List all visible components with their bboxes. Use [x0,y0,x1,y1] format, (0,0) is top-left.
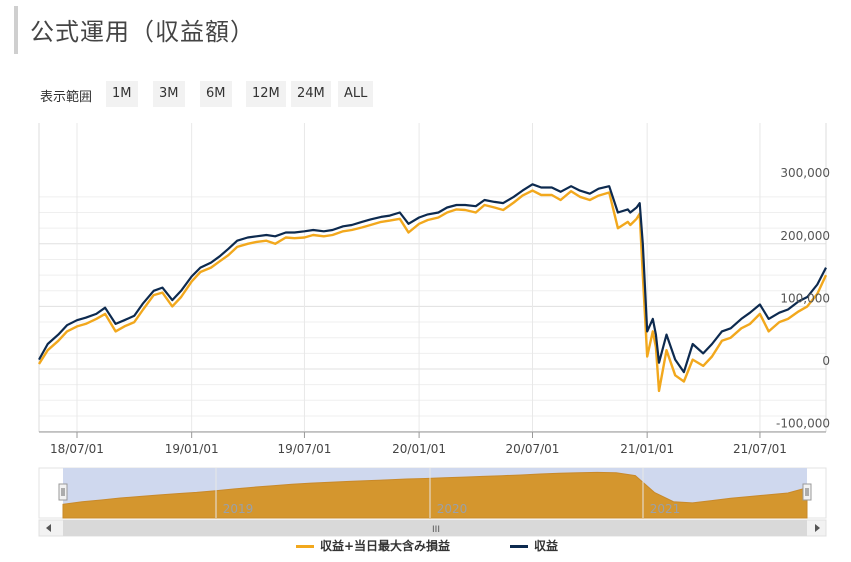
navigator-year-label: 2020 [437,502,468,516]
navigator-year-label: 2021 [650,502,681,516]
x-tick-label: 19/01/01 [165,442,219,456]
y-tick-label: -100,000 [776,417,830,431]
scrollbar-thumb[interactable] [63,520,807,536]
legend-label: 収益+当日最大含み損益 [320,539,451,553]
chart-grid [38,123,827,433]
x-tick-label: 21/07/01 [733,442,787,456]
y-tick-label: 100,000 [780,291,830,305]
legend-item-income-plus-loss[interactable]: 収益+当日最大含み損益 [296,537,450,554]
page-title: 公式運用（収益額） [30,18,255,46]
range-button-12m[interactable]: 12M [246,81,286,107]
range-button-all[interactable]: ALL [338,81,374,107]
x-tick-label: 18/07/01 [50,442,104,456]
y-tick-label: 200,000 [780,229,830,243]
navigator-area [62,471,808,519]
scrollbar-grip: III [432,525,440,535]
legend-swatch-orange [296,545,314,548]
plot-area [37,183,828,393]
x-tick-label: 20/01/01 [392,442,446,456]
legend-label: 収益 [534,539,559,553]
x-tick-label: 21/01/01 [620,442,674,456]
scroll-right-arrow-icon[interactable] [815,524,820,532]
y-tick-label: 0 [822,354,830,368]
range-button-24m[interactable]: 24M [291,81,331,107]
range-button-6m[interactable]: 6M [200,81,232,107]
x-tick-label: 20/07/01 [506,442,560,456]
x-axis: 18/07/01 19/01/01 19/07/01 20/01/01 20/07/01… [39,431,826,456]
navigator: 2019 2020 2021 III [38,467,827,537]
navigator-year-label: 2019 [223,502,254,516]
range-selector-label: 表示範囲 [40,90,93,105]
range-button-3m[interactable]: 3M [153,81,185,107]
x-tick-label: 19/07/01 [277,442,331,456]
navigator-left-handle[interactable] [58,483,68,501]
legend-swatch-navy [510,545,528,548]
handle-body [802,483,812,501]
legend-item-income[interactable]: 収益 [510,537,558,554]
range-button-1m[interactable]: 1M [106,81,138,107]
title-accent-bar [14,6,18,54]
y-axis: 300,000 200,000 100,000 0 -100,000 [776,166,830,430]
plot-background [39,123,826,432]
series-income-plus-loss-line [37,189,828,393]
scroll-left-arrow-icon[interactable] [46,524,51,532]
handle-body [58,483,68,501]
y-tick-label: 300,000 [780,166,830,180]
navigator-right-handle[interactable] [802,483,812,501]
series-income-line [38,183,827,374]
